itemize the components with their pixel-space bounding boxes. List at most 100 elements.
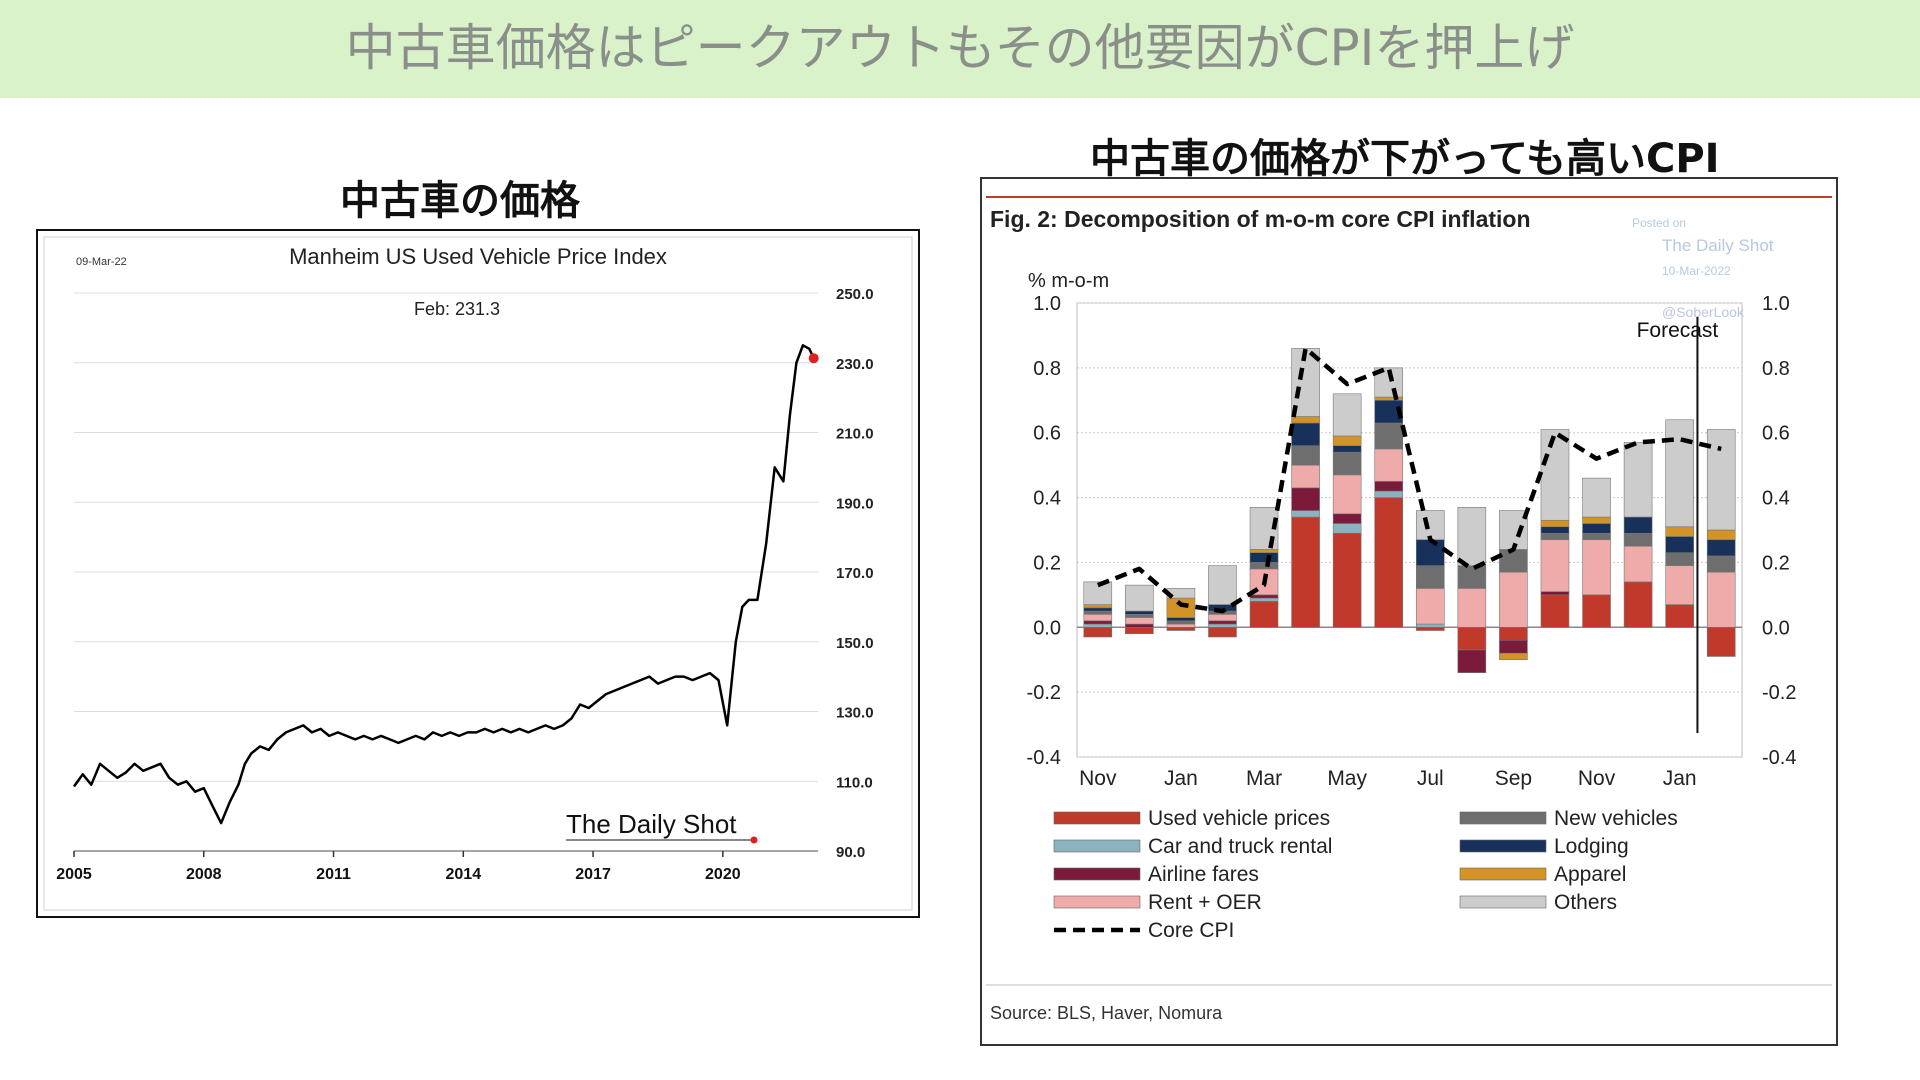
y-tick-label: 110.0 <box>836 774 873 791</box>
bar-segment <box>1665 419 1694 528</box>
bar-segment <box>1706 529 1736 541</box>
legend-swatch <box>1459 895 1547 909</box>
bar-segment <box>1457 588 1487 628</box>
legend-label: Used vehicle prices <box>1148 807 1330 830</box>
y-tick-label-left: 0.0 <box>1033 617 1061 639</box>
watermark-name: The Daily Shot <box>1662 236 1774 255</box>
x-tick-label: 2014 <box>446 866 482 883</box>
y-tick-label: 230.0 <box>836 356 874 373</box>
bar-segment <box>1249 594 1279 599</box>
bar-segment <box>1083 614 1113 622</box>
bar-segment <box>1540 532 1570 541</box>
inner-border <box>43 236 913 911</box>
y-axis-label: % m-o-m <box>1028 270 1109 292</box>
x-tick-label: Mar <box>1246 767 1282 790</box>
bar-segment <box>1499 571 1528 628</box>
bar-segment <box>1208 623 1237 628</box>
x-tick-label: 2008 <box>186 866 222 883</box>
bar-segment <box>1291 464 1320 489</box>
bar-segment <box>1291 416 1320 424</box>
latest-value-annotation: Feb: 231.3 <box>414 299 500 319</box>
x-tick-label: Jan <box>1164 767 1198 790</box>
right-chart-heading: 中古車の価格が下がっても高いCPI <box>1090 136 1720 182</box>
bar-segment <box>1374 490 1404 498</box>
bar-segment <box>1499 549 1528 573</box>
legend-swatch <box>1459 839 1547 853</box>
forecast-label: Forecast <box>1637 319 1719 342</box>
bar-segment <box>1374 481 1404 492</box>
bar-segment <box>1457 649 1487 673</box>
bar-segment <box>1208 565 1237 605</box>
bar-segment <box>1249 552 1279 563</box>
bar-segment <box>1208 626 1237 638</box>
bar-segment <box>1291 487 1320 511</box>
bar-segment <box>1374 396 1404 401</box>
y-tick-label: 210.0 <box>836 426 874 443</box>
y-tick-label: 250.0 <box>836 286 874 303</box>
legend-swatch <box>1053 811 1141 825</box>
bar-segment <box>1332 474 1362 515</box>
y-tick-label: 130.0 <box>836 705 874 722</box>
y-tick-label-right: 0.8 <box>1762 358 1790 380</box>
bar-segment <box>1332 445 1362 453</box>
bar-segment <box>1540 539 1570 592</box>
bar-segment <box>1291 510 1320 518</box>
legend-label: Apparel <box>1554 863 1626 886</box>
legend-label: Rent + OER <box>1148 891 1262 914</box>
bar-segment <box>1665 565 1694 605</box>
bar-segment <box>1706 555 1736 573</box>
bar-segment <box>1706 429 1736 531</box>
legend-swatch <box>1053 895 1141 909</box>
y-tick-label-right: 1.0 <box>1762 293 1790 315</box>
bar-segment <box>1166 617 1196 622</box>
source-note: Source: BLS, Haver, Nomura <box>990 1003 1223 1023</box>
x-tick-label: 2020 <box>705 866 741 883</box>
bar-segment <box>1623 516 1653 534</box>
y-tick-label-left: -0.4 <box>1027 747 1061 769</box>
slide-title: 中古車価格はピークアウトもその他要因がCPIを押上げ <box>345 19 1575 77</box>
y-tick-label-left: 0.4 <box>1033 488 1061 510</box>
cpi-decomposition-bar-chart: Fig. 2: Decomposition of m-o-m core CPI … <box>986 196 1832 1023</box>
y-tick-label-left: -0.2 <box>1027 682 1061 704</box>
bar-segment <box>1665 536 1694 554</box>
bar-segment <box>1706 539 1736 557</box>
bar-segment <box>1166 626 1196 631</box>
legend-swatch <box>1459 867 1547 881</box>
y-tick-label: 190.0 <box>836 495 874 512</box>
bar-segment <box>1332 532 1362 628</box>
x-tick-label: Jul <box>1417 767 1444 790</box>
bar-segment <box>1706 571 1736 628</box>
bar-segment <box>1083 610 1113 615</box>
x-tick-label: 2011 <box>316 866 351 883</box>
bar-segment <box>1499 639 1528 654</box>
chart-date-note: 09-Mar-22 <box>76 256 127 268</box>
chart-title: Manheim US Used Vehicle Price Index <box>289 244 667 269</box>
bar-segment <box>1166 620 1196 625</box>
legend-label: New vehicles <box>1554 807 1678 830</box>
bar-segment <box>1125 626 1154 635</box>
bar-segment <box>1582 594 1611 628</box>
bar-segment <box>1083 607 1113 612</box>
bar-segment <box>1125 584 1154 612</box>
x-tick-label: 2017 <box>575 866 611 883</box>
y-tick-label: 170.0 <box>836 565 874 582</box>
bar-segment <box>1540 526 1570 534</box>
y-tick-label: 150.0 <box>836 635 874 652</box>
x-tick-label: 2005 <box>56 866 92 883</box>
bar-segment <box>1665 526 1694 537</box>
bar-segment <box>1083 626 1113 638</box>
x-tick-label: Jan <box>1663 767 1697 790</box>
bar-segment <box>1332 435 1362 446</box>
bar-segment <box>1374 448 1404 482</box>
bar-segment <box>1499 626 1528 641</box>
y-tick-label-right: -0.2 <box>1762 682 1796 704</box>
y-tick-label: 90.0 <box>836 844 865 861</box>
legend-label: Car and truck rental <box>1148 835 1332 858</box>
bar-segment <box>1332 451 1362 476</box>
bar-segment <box>1499 652 1528 661</box>
bar-segment <box>1415 588 1445 625</box>
bar-segment <box>1083 604 1113 609</box>
core-cpi-line <box>1096 346 1722 614</box>
bar-segment <box>1249 597 1279 602</box>
bar-segment <box>1623 545 1653 583</box>
